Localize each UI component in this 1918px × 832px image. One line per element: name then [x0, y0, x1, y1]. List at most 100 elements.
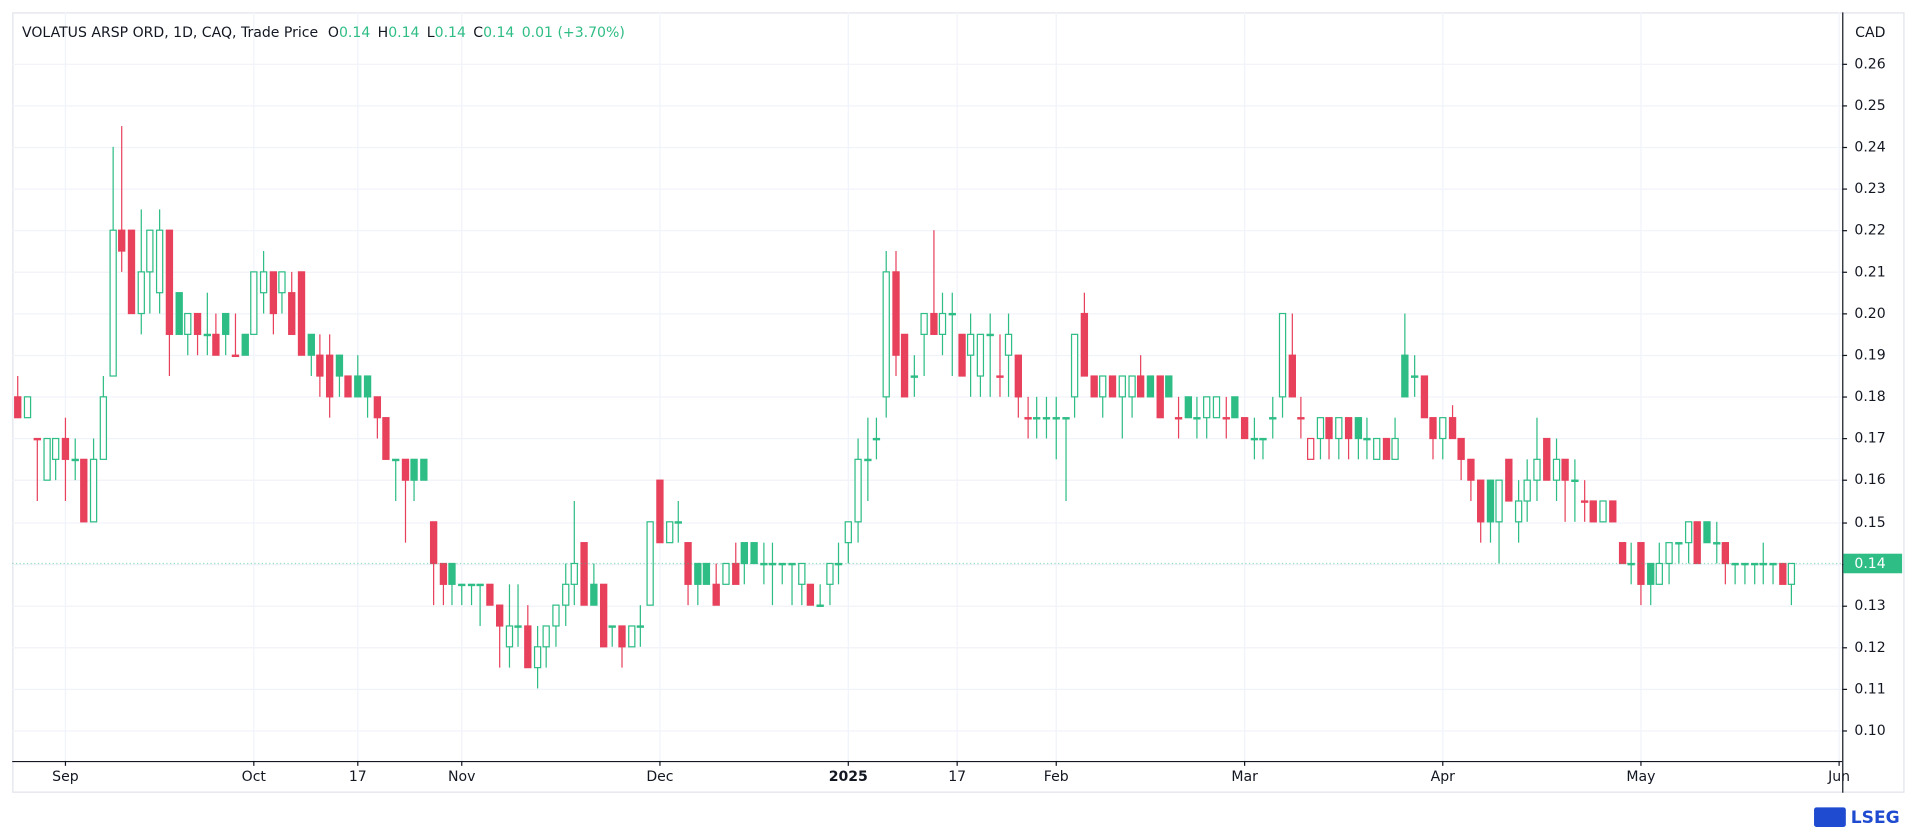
candle-body	[1448, 417, 1457, 440]
y-tick-label: 0.19	[1854, 347, 1885, 363]
candle-body	[552, 604, 560, 627]
candle-body	[694, 562, 702, 585]
y-tick-label: 0.22	[1854, 223, 1885, 239]
candle-body	[976, 333, 985, 377]
candle-body	[798, 562, 806, 585]
currency-label: CAD	[1855, 25, 1885, 41]
candle-body	[354, 375, 362, 398]
candle-body	[1713, 542, 1721, 545]
y-tick-label: 0.15	[1854, 515, 1885, 531]
candle-body	[882, 271, 890, 398]
candle-body	[618, 625, 626, 648]
candle-body	[1467, 458, 1475, 481]
candle-body	[958, 333, 966, 377]
candle-body	[1561, 458, 1569, 481]
candle-body	[1655, 562, 1663, 585]
candle-body	[420, 458, 428, 481]
chart-title: VOLATUS ARSP ORD, 1D, CAQ, Trade Price	[22, 25, 318, 41]
candle-body	[1004, 333, 1013, 356]
candle-body	[1589, 500, 1597, 523]
candle-body	[580, 542, 588, 606]
candle-body	[1581, 500, 1589, 503]
candle-body	[1382, 437, 1391, 460]
candle-body	[1288, 354, 1296, 398]
candle-body	[1033, 417, 1041, 420]
x-tick-label: Jun	[1827, 769, 1850, 785]
header-value: 0.14	[483, 25, 514, 41]
candle-body	[505, 625, 514, 648]
y-tick-label: 0.21	[1854, 264, 1885, 280]
x-tick-label: Mar	[1231, 769, 1258, 785]
candle-body	[467, 583, 476, 587]
candle-body	[288, 292, 296, 335]
candle-body	[740, 542, 748, 565]
candle-body	[1099, 375, 1107, 398]
candle-body	[1363, 437, 1371, 441]
candle-body	[33, 437, 41, 441]
candle-body	[1052, 417, 1060, 420]
candle-body	[1193, 417, 1201, 420]
candle-body	[1429, 417, 1437, 440]
candle-body	[1552, 458, 1561, 481]
candle-body	[1165, 375, 1173, 398]
brand-text: LSEG	[1851, 808, 1900, 828]
candle-body	[1307, 437, 1315, 460]
candle-body	[382, 417, 390, 460]
candle-body	[14, 396, 22, 419]
candle-body	[722, 562, 730, 585]
candle-body	[222, 312, 230, 335]
candle-body	[307, 333, 315, 356]
candle-body	[51, 437, 60, 460]
x-tick-label: Dec	[646, 769, 673, 785]
candle-body	[1514, 500, 1523, 523]
header-key: L	[427, 25, 435, 41]
candle-body	[1505, 458, 1513, 502]
candle-body	[1609, 500, 1617, 523]
candle-body	[175, 292, 183, 335]
candle-body	[392, 458, 400, 462]
y-tick-label: 0.23	[1854, 181, 1885, 197]
candle-body	[1787, 562, 1796, 585]
candle-body	[1231, 396, 1239, 419]
candle-body	[892, 271, 900, 356]
candle-body	[89, 458, 98, 523]
candle-body	[1703, 521, 1711, 544]
grid	[12, 12, 1843, 761]
header-value: 0.14	[388, 25, 419, 41]
brand-logo: LSEG	[1814, 807, 1900, 828]
candle-body	[656, 479, 664, 544]
candle-body	[363, 375, 372, 398]
candle-body	[109, 229, 117, 377]
candle-body	[900, 333, 909, 398]
candle-body	[872, 437, 881, 441]
candle-body	[1618, 542, 1627, 565]
last-price-label: 0.14	[1854, 556, 1885, 572]
candle-body	[1693, 521, 1701, 565]
candle-body	[325, 354, 334, 398]
candle-body	[259, 271, 268, 294]
x-tick-label: May	[1626, 769, 1655, 785]
candle-body	[1477, 479, 1485, 523]
candle-body	[1278, 312, 1287, 398]
candle-body	[1174, 417, 1183, 420]
y-tick-label: 0.13	[1854, 598, 1885, 614]
candle-body	[666, 521, 674, 544]
candle-body	[241, 333, 249, 356]
candle-body	[184, 312, 192, 335]
candle-body	[401, 458, 410, 481]
candle-body	[1401, 354, 1409, 398]
candle-body	[910, 375, 919, 378]
candle-body	[1439, 417, 1447, 440]
candle-body	[1136, 375, 1145, 398]
y-tick-label: 0.26	[1854, 56, 1885, 72]
chart-header: VOLATUS ARSP ORD, 1D, CAQ, Trade Price O0…	[22, 25, 625, 41]
candle-body	[269, 271, 278, 315]
candle-body	[996, 375, 1004, 378]
candle-body	[1684, 521, 1693, 544]
y-tick-label: 0.12	[1854, 640, 1885, 656]
header-key: C	[473, 25, 483, 41]
candle-body	[43, 437, 51, 481]
candle-body	[854, 458, 862, 523]
candle-body	[1599, 500, 1607, 523]
candle-body	[816, 604, 824, 607]
